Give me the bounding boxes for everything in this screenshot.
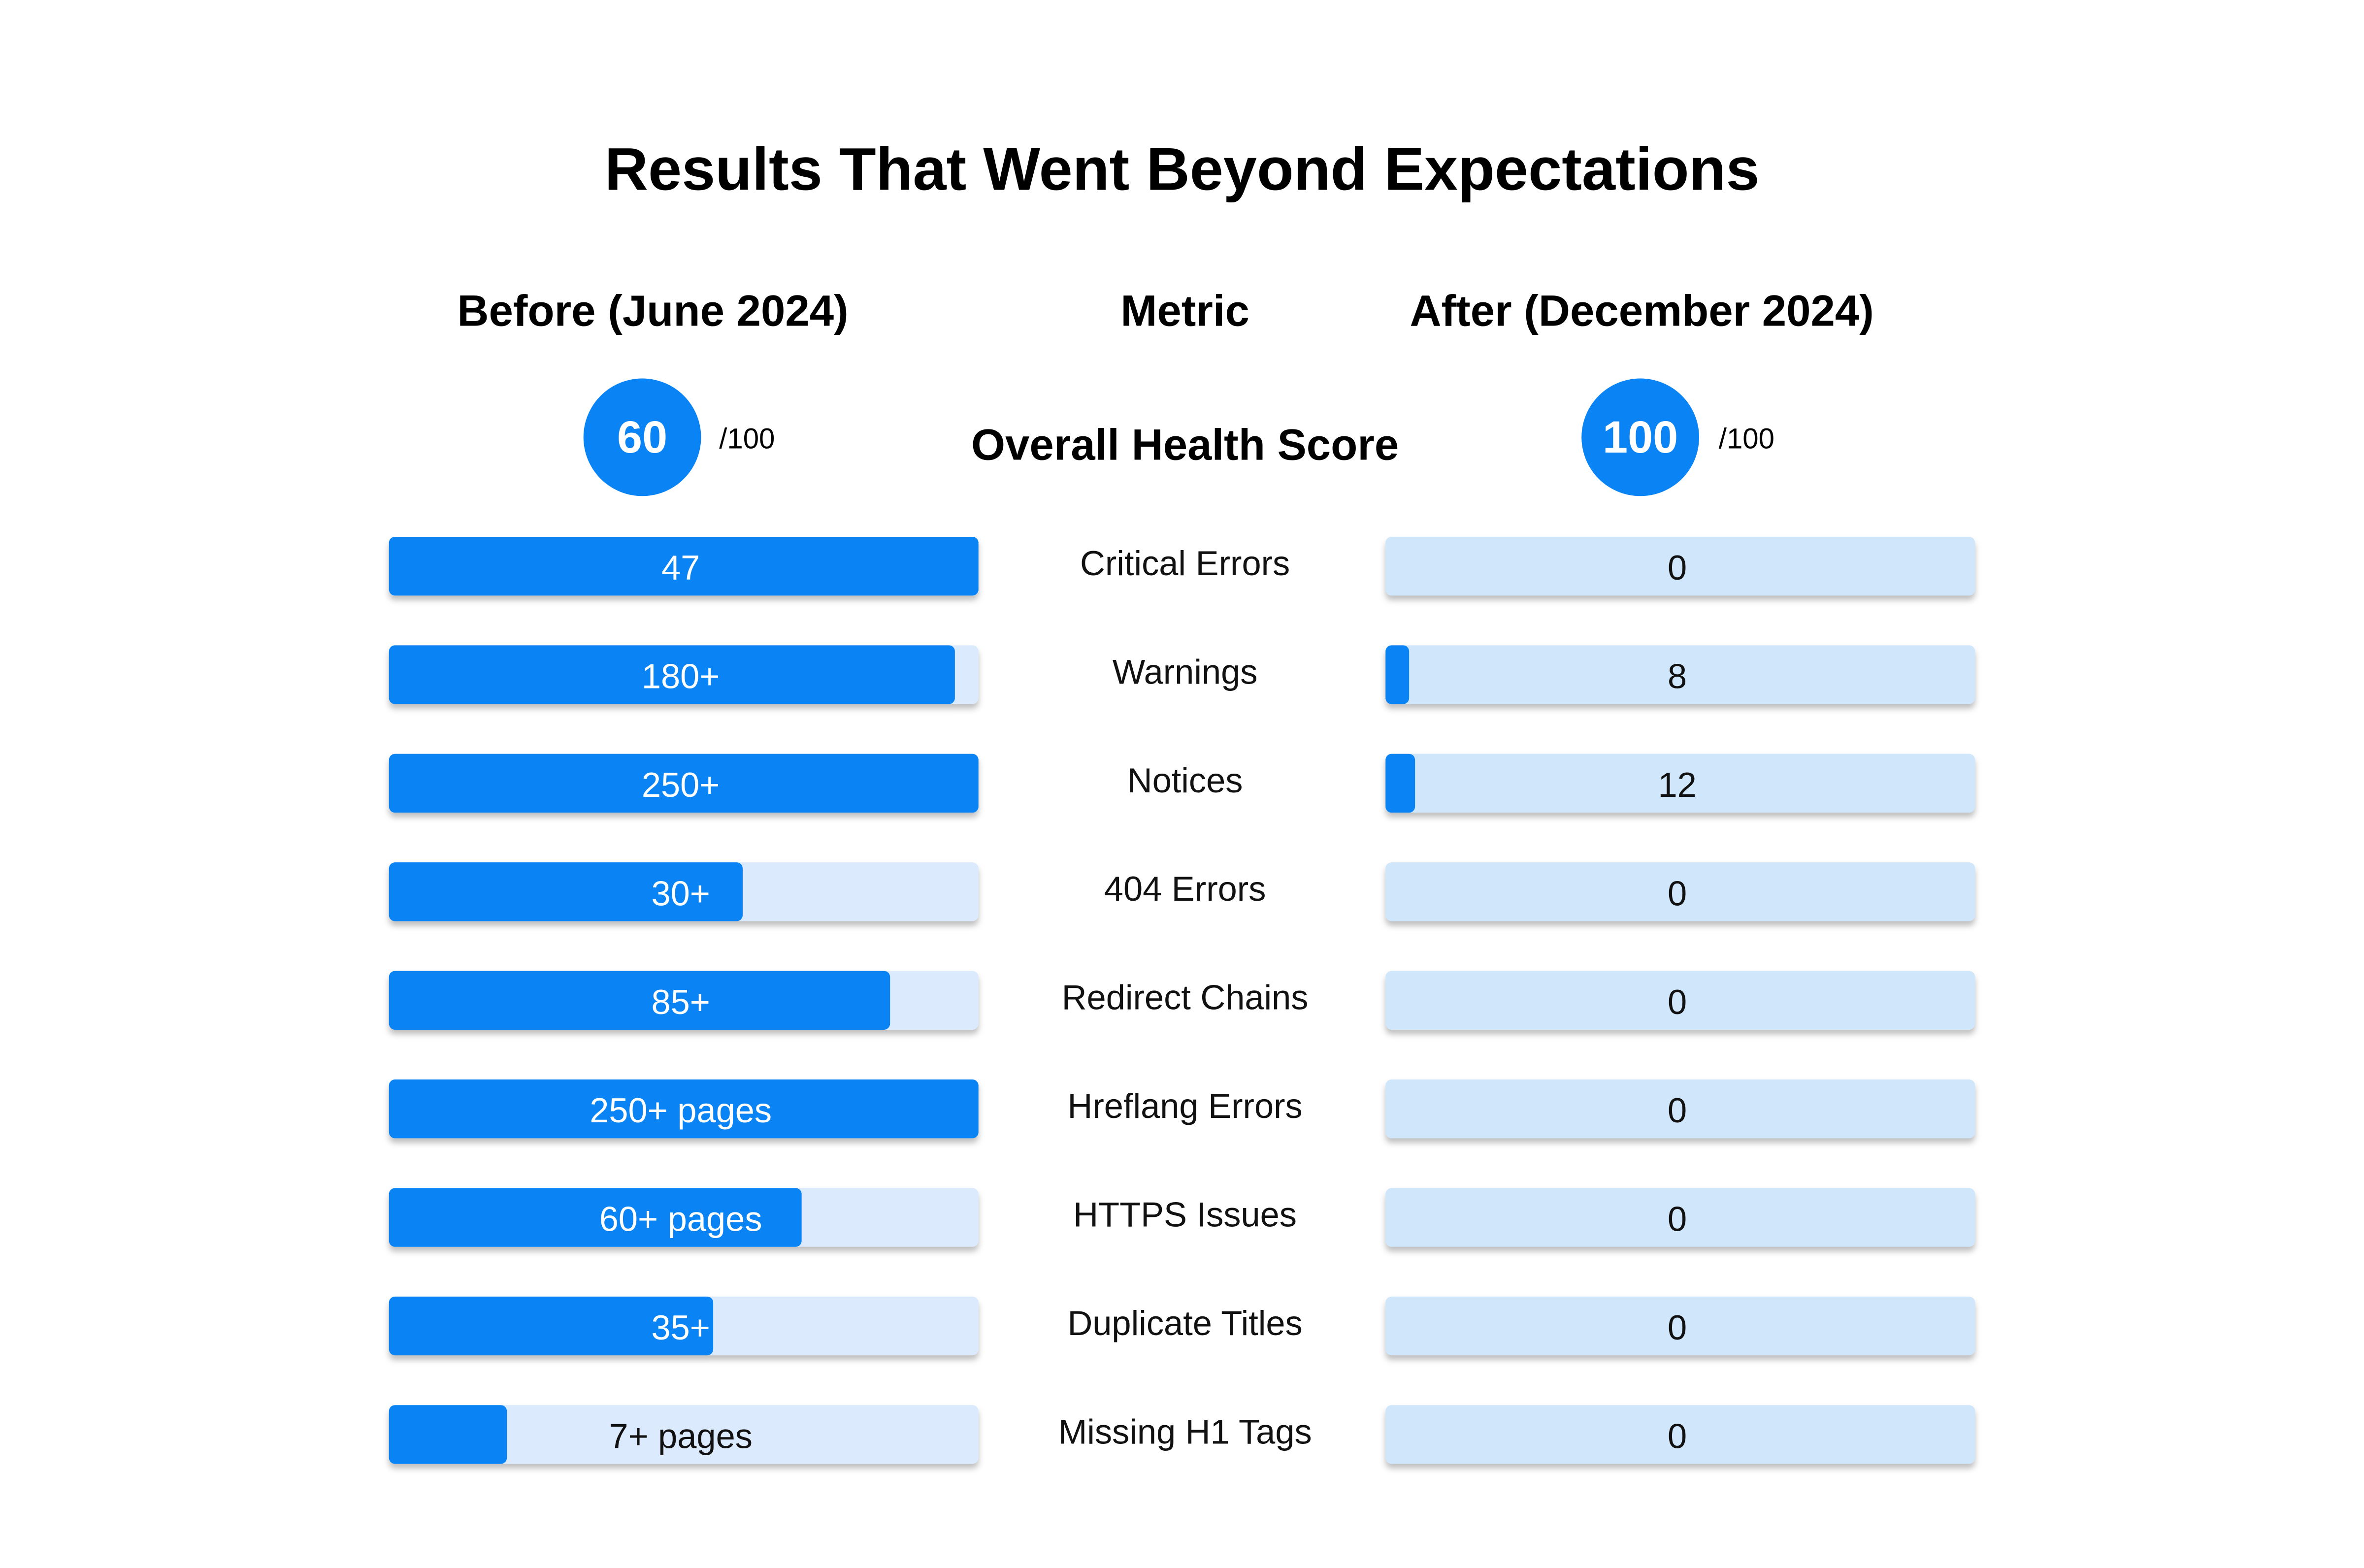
before-header: Before (June 2024) <box>457 286 848 335</box>
metric-label: Warnings <box>1113 652 1258 691</box>
bar-track <box>1385 1405 1975 1464</box>
bar-fill <box>389 1188 802 1247</box>
bar-label: 0 <box>1668 548 1687 587</box>
progress-bar <box>389 645 979 704</box>
progress-bar <box>1385 862 1975 921</box>
bar-label: 0 <box>1668 1416 1687 1455</box>
progress-bar <box>389 536 979 596</box>
bar-fill <box>389 536 979 596</box>
bar-label: 0 <box>1668 1200 1687 1239</box>
bar-fill <box>1385 753 1415 813</box>
metric-label: Duplicate Titles <box>1067 1304 1302 1342</box>
progress-bar <box>389 1079 979 1139</box>
metric-label: Hreflang Errors <box>1068 1086 1303 1125</box>
bar-fill <box>389 645 955 704</box>
progress-bar <box>389 862 979 921</box>
progress-bar <box>1385 1079 1975 1139</box>
bar-label: 7+ pages <box>609 1416 753 1455</box>
metric-label: Redirect Chains <box>1062 978 1309 1017</box>
progress-bar <box>389 753 979 813</box>
bar-label: 12 <box>1658 765 1696 804</box>
bar-track <box>1385 1079 1975 1139</box>
bar-label: 85+ <box>651 982 710 1021</box>
bar-track <box>389 1405 979 1464</box>
progress-bar <box>1385 1296 1975 1356</box>
bar-label: 0 <box>1668 1308 1687 1347</box>
bar-track <box>1385 536 1975 596</box>
metric-label: Critical Errors <box>1080 544 1290 583</box>
metric-label: 404 Errors <box>1104 869 1266 908</box>
score-circle <box>583 378 701 496</box>
bar-label: 35+ <box>651 1308 710 1347</box>
bar-fill <box>389 971 890 1030</box>
progress-bar <box>1385 1405 1975 1464</box>
bar-fill <box>1385 645 1410 704</box>
score-max: /100 <box>1719 423 1774 455</box>
bar-label: 47 <box>661 548 700 587</box>
score: 100 <box>1603 412 1678 462</box>
bar-label: 0 <box>1668 874 1687 913</box>
bar-fill <box>389 862 743 921</box>
bar-fill <box>389 1079 979 1139</box>
bar-track <box>1385 1296 1975 1356</box>
bar-label: 0 <box>1668 982 1687 1021</box>
bar-label: 30+ <box>651 874 710 913</box>
progress-bar <box>389 971 979 1030</box>
progress-bar <box>1385 536 1975 596</box>
after-header: After (December 2024) <box>1410 286 1874 335</box>
bar-track <box>1385 753 1975 813</box>
bar-track <box>1385 645 1975 704</box>
bar-fill <box>389 753 979 813</box>
bar-label: 250+ <box>642 765 720 804</box>
progress-bar <box>1385 753 1975 813</box>
progress-bar <box>389 1188 979 1247</box>
bar-label: 0 <box>1668 1091 1687 1130</box>
metric-label: HTTPS Issues <box>1073 1195 1297 1234</box>
bar-label: 180+ <box>642 657 720 696</box>
score-max: /100 <box>719 423 775 455</box>
bar-track <box>1385 971 1975 1030</box>
progress-bar <box>1385 971 1975 1030</box>
progress-bar <box>389 1296 979 1356</box>
title: Results That Went Beyond Expectations <box>605 135 1760 203</box>
progress-bar <box>1385 645 1975 704</box>
bar-label: 250+ pages <box>590 1091 772 1130</box>
bar-track <box>1385 1188 1975 1247</box>
bar-fill <box>389 1405 507 1464</box>
bar-label: 8 <box>1668 657 1687 696</box>
bar-fill <box>389 1296 714 1356</box>
metric-header: Metric <box>1120 286 1249 335</box>
metric-label: Missing H1 Tags <box>1058 1412 1312 1451</box>
bar-track <box>1385 862 1975 921</box>
progress-bar <box>389 1405 979 1464</box>
score-circle <box>1581 378 1699 496</box>
score: 60 <box>617 412 667 462</box>
health-label: Overall Health Score <box>971 421 1399 469</box>
metric-label: Notices <box>1127 761 1243 800</box>
bar-label: 60+ pages <box>599 1200 762 1239</box>
progress-bar <box>1385 1188 1975 1247</box>
